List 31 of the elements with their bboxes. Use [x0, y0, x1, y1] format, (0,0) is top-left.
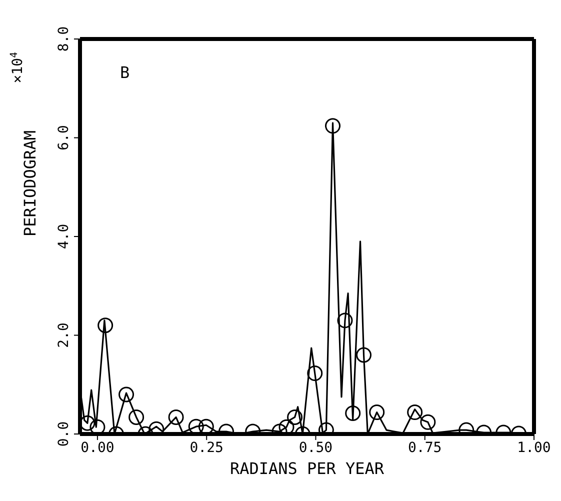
point	[98, 318, 114, 334]
point	[80, 415, 96, 431]
x-tick-label: 0.25	[190, 440, 224, 456]
point	[345, 406, 361, 422]
point	[407, 404, 423, 420]
point	[337, 312, 353, 328]
point	[287, 409, 303, 425]
x-tick-label: 0.75	[408, 440, 442, 456]
point	[369, 404, 385, 420]
point	[90, 419, 106, 434]
y-axis-title: PERIODOGRAM	[20, 130, 40, 236]
y-tick-label: 4.0	[56, 224, 72, 250]
x-axis-title: RADIANS PER YEAR	[230, 459, 384, 478]
point	[356, 347, 372, 363]
y-tick-label: 2.0	[56, 322, 72, 348]
point	[420, 414, 436, 430]
point	[307, 366, 323, 382]
x-tick-label: 0.50	[298, 440, 333, 456]
point	[325, 118, 341, 134]
y-tick-label: 8.0	[56, 26, 72, 52]
point	[278, 419, 294, 434]
annotation: B	[120, 63, 130, 82]
point	[198, 418, 214, 434]
y-tick-label: 0.0	[56, 421, 72, 447]
x-tick-label: 0.00	[80, 440, 114, 456]
point	[188, 418, 204, 434]
point	[118, 386, 134, 402]
y-tick-label: 6.0	[56, 125, 72, 150]
x-tick-label: 1.00	[517, 440, 551, 456]
point	[128, 409, 144, 425]
point	[168, 409, 184, 425]
